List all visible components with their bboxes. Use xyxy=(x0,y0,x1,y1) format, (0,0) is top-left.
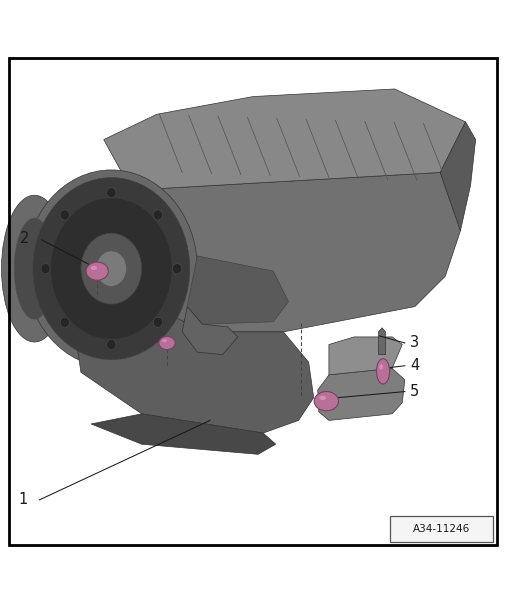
Ellipse shape xyxy=(172,264,181,274)
Ellipse shape xyxy=(50,198,172,339)
Ellipse shape xyxy=(96,251,126,286)
Polygon shape xyxy=(129,172,460,332)
Ellipse shape xyxy=(14,218,55,319)
Ellipse shape xyxy=(107,188,116,198)
Ellipse shape xyxy=(25,170,197,367)
Ellipse shape xyxy=(319,396,325,400)
Ellipse shape xyxy=(153,210,162,220)
Ellipse shape xyxy=(153,317,162,327)
Text: 3: 3 xyxy=(410,335,419,350)
Polygon shape xyxy=(73,261,313,433)
Ellipse shape xyxy=(81,233,141,304)
Text: 2: 2 xyxy=(20,231,29,246)
Polygon shape xyxy=(104,89,465,190)
Ellipse shape xyxy=(376,359,389,384)
Ellipse shape xyxy=(33,177,189,360)
Ellipse shape xyxy=(41,264,50,274)
Polygon shape xyxy=(187,256,288,324)
Ellipse shape xyxy=(60,317,69,327)
Ellipse shape xyxy=(162,339,167,342)
Text: 1: 1 xyxy=(18,493,27,507)
Polygon shape xyxy=(439,122,475,231)
Polygon shape xyxy=(378,328,385,355)
Polygon shape xyxy=(182,306,237,355)
Ellipse shape xyxy=(90,266,96,270)
Text: 5: 5 xyxy=(410,384,419,399)
Polygon shape xyxy=(317,368,404,420)
Polygon shape xyxy=(91,414,275,454)
Ellipse shape xyxy=(2,195,67,342)
Ellipse shape xyxy=(314,391,338,411)
Ellipse shape xyxy=(379,364,382,370)
FancyBboxPatch shape xyxy=(389,516,492,542)
Text: 4: 4 xyxy=(410,358,419,373)
Text: A34-11246: A34-11246 xyxy=(412,523,469,534)
Ellipse shape xyxy=(107,339,116,350)
Ellipse shape xyxy=(86,262,108,280)
Polygon shape xyxy=(328,337,401,375)
Ellipse shape xyxy=(60,210,69,220)
Ellipse shape xyxy=(159,336,175,350)
